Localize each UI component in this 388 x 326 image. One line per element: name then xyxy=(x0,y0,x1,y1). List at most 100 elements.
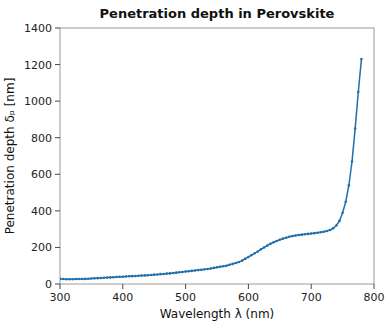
data-point xyxy=(81,278,84,281)
data-point xyxy=(288,236,291,239)
data-point xyxy=(90,277,93,280)
x-tick xyxy=(311,284,312,289)
data-point xyxy=(62,278,65,281)
y-tick-label: 0 xyxy=(45,278,52,291)
data-point xyxy=(269,242,272,245)
y-tick-label: 600 xyxy=(31,168,52,181)
data-point xyxy=(209,267,212,270)
data-point xyxy=(326,230,329,233)
x-tick xyxy=(185,284,186,289)
data-point xyxy=(162,273,165,276)
x-tick xyxy=(122,284,123,289)
x-tick-label: 600 xyxy=(238,291,259,304)
data-point xyxy=(109,276,112,279)
data-point xyxy=(71,278,74,281)
data-point xyxy=(122,275,125,278)
data-point xyxy=(156,273,159,276)
data-point xyxy=(197,269,200,272)
x-tick-label: 700 xyxy=(301,291,322,304)
chart: 3004005006007008000200400600800100012001… xyxy=(0,0,388,326)
data-point xyxy=(150,274,153,277)
data-point xyxy=(206,268,209,271)
data-point xyxy=(222,265,225,268)
data-point xyxy=(294,234,297,237)
data-point xyxy=(112,276,115,279)
data-point xyxy=(125,275,128,278)
data-point xyxy=(335,224,338,227)
data-point xyxy=(96,277,99,280)
data-point xyxy=(165,272,168,275)
data-point xyxy=(282,237,285,240)
x-tick xyxy=(374,284,375,289)
data-point xyxy=(329,229,332,232)
data-point xyxy=(147,274,150,277)
data-point xyxy=(175,271,178,274)
data-point xyxy=(257,250,260,253)
data-point xyxy=(84,278,87,281)
data-point xyxy=(304,233,307,236)
data-point xyxy=(153,273,156,276)
data-point xyxy=(253,252,256,255)
chart-title: Penetration depth in Perovskite xyxy=(100,6,335,21)
data-point xyxy=(275,240,278,243)
data-point xyxy=(216,266,219,269)
x-axis-label: Wavelength λ (nm) xyxy=(160,307,275,321)
y-tick-label: 1000 xyxy=(24,95,52,108)
data-point xyxy=(300,233,303,236)
data-point xyxy=(115,276,118,279)
data-point xyxy=(351,160,354,163)
data-point xyxy=(307,233,310,236)
data-point xyxy=(228,264,231,267)
y-tick-label: 800 xyxy=(31,132,52,145)
y-tick xyxy=(55,247,60,248)
data-point xyxy=(310,232,313,235)
y-tick-label: 400 xyxy=(31,205,52,218)
data-point xyxy=(357,91,360,94)
data-point xyxy=(169,272,172,275)
data-point xyxy=(344,200,347,203)
data-point xyxy=(348,184,351,187)
data-point xyxy=(78,278,81,281)
data-point xyxy=(291,235,294,238)
data-point xyxy=(128,275,131,278)
data-point xyxy=(118,276,121,279)
data-point xyxy=(360,58,363,61)
data-point xyxy=(260,248,263,251)
data-point xyxy=(266,244,269,247)
data-point xyxy=(313,232,316,235)
y-tick-label: 200 xyxy=(31,241,52,254)
data-point xyxy=(178,271,181,274)
data-point xyxy=(341,211,344,214)
data-point xyxy=(338,220,341,223)
data-point xyxy=(65,278,68,281)
y-tick xyxy=(55,174,60,175)
data-point xyxy=(100,277,103,280)
data-point xyxy=(60,278,61,281)
data-point xyxy=(316,232,319,235)
data-point xyxy=(354,127,357,130)
data-point xyxy=(272,241,275,244)
data-point xyxy=(241,259,244,262)
data-point xyxy=(194,269,197,272)
data-point xyxy=(247,256,250,259)
data-point xyxy=(297,234,300,237)
data-point xyxy=(231,263,234,266)
data-point xyxy=(203,268,206,271)
plot-area xyxy=(60,58,363,281)
data-point xyxy=(103,276,106,279)
data-point xyxy=(191,270,194,273)
data-point xyxy=(319,231,322,234)
data-point xyxy=(213,267,216,270)
data-point xyxy=(238,261,241,264)
data-point xyxy=(263,246,266,249)
data-point xyxy=(93,277,96,280)
data-point xyxy=(106,276,109,279)
data-point xyxy=(68,278,71,281)
y-tick xyxy=(55,64,60,65)
y-tick xyxy=(55,101,60,102)
data-point xyxy=(322,230,325,233)
data-point xyxy=(250,254,253,257)
data-point xyxy=(225,264,228,267)
x-tick xyxy=(248,284,249,289)
data-point xyxy=(159,273,162,276)
